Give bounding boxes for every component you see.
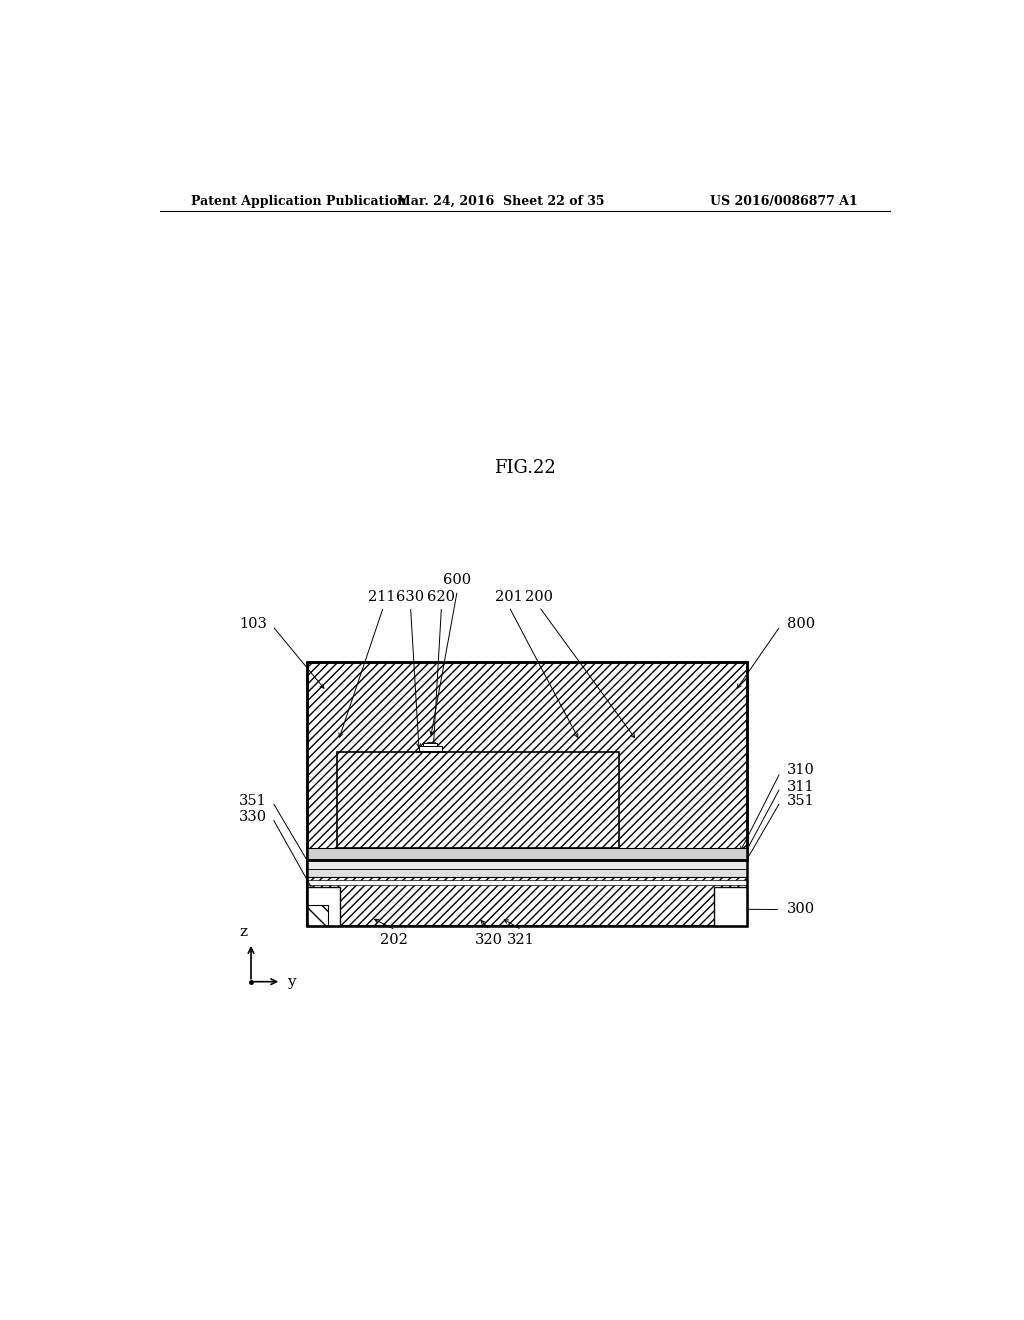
Bar <box>306 859 748 925</box>
Text: 201: 201 <box>495 590 523 603</box>
Text: US 2016/0086877 A1: US 2016/0086877 A1 <box>711 194 858 207</box>
Text: z: z <box>239 925 247 939</box>
Text: Patent Application Publication: Patent Application Publication <box>191 194 407 207</box>
Text: 630: 630 <box>395 590 424 603</box>
Bar <box>306 887 340 925</box>
Text: 330: 330 <box>239 810 267 824</box>
Bar <box>306 880 748 886</box>
Text: Mar. 24, 2016  Sheet 22 of 35: Mar. 24, 2016 Sheet 22 of 35 <box>397 194 605 207</box>
Bar <box>714 887 748 925</box>
Text: 300: 300 <box>786 902 815 916</box>
Bar <box>306 859 748 869</box>
Bar <box>337 752 620 847</box>
Text: 211: 211 <box>369 590 395 603</box>
Bar <box>417 751 444 752</box>
Bar <box>427 742 434 743</box>
Text: 200: 200 <box>525 590 553 603</box>
Text: 321: 321 <box>507 933 535 946</box>
Text: 103: 103 <box>239 616 267 631</box>
Bar <box>306 887 340 925</box>
Bar <box>306 661 748 859</box>
Bar <box>306 869 748 876</box>
Bar <box>306 904 329 925</box>
Bar <box>419 746 441 751</box>
Bar <box>714 887 748 925</box>
Text: 800: 800 <box>786 616 815 631</box>
Bar <box>306 661 748 859</box>
Bar <box>306 847 748 859</box>
Text: 620: 620 <box>427 590 456 603</box>
Text: 202: 202 <box>380 933 408 946</box>
Text: 600: 600 <box>443 573 471 587</box>
Text: 320: 320 <box>475 933 503 946</box>
Bar <box>306 859 748 925</box>
Text: 351: 351 <box>786 793 814 808</box>
Text: 311: 311 <box>786 780 814 793</box>
Text: 351: 351 <box>240 793 267 808</box>
Text: y: y <box>288 974 296 989</box>
Bar <box>423 743 437 746</box>
Text: 310: 310 <box>786 763 814 777</box>
Text: FIG.22: FIG.22 <box>494 459 556 478</box>
